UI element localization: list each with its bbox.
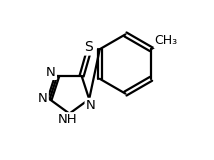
Text: N: N bbox=[38, 92, 48, 105]
Text: N: N bbox=[86, 99, 95, 112]
Text: N: N bbox=[46, 66, 56, 79]
Text: S: S bbox=[84, 40, 92, 55]
Text: NH: NH bbox=[58, 113, 78, 126]
Text: CH₃: CH₃ bbox=[155, 34, 178, 47]
